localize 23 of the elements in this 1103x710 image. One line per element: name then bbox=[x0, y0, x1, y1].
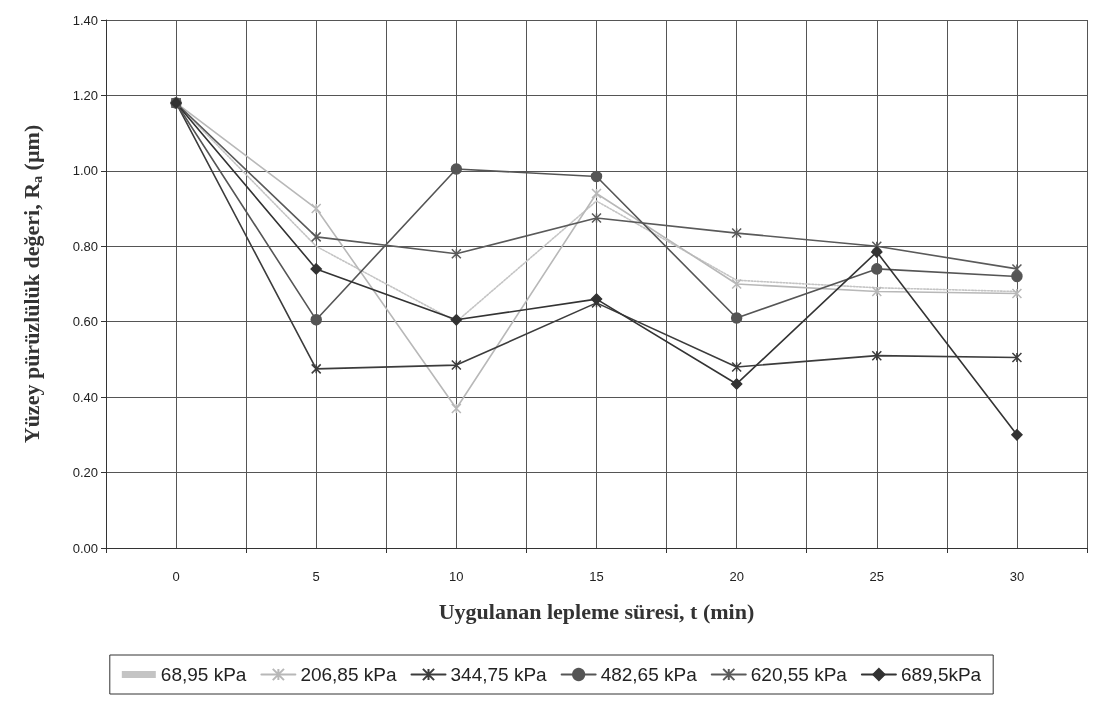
y-tick-label: 1.00 bbox=[72, 163, 98, 179]
x-tick-label: 10 bbox=[449, 569, 464, 584]
legend-label: 482,65 kPa bbox=[600, 664, 698, 685]
y-tick-label: 0.00 bbox=[72, 540, 98, 556]
y-axis-title: Yüzey pürüzlülük değeri, Ra (µm) bbox=[18, 124, 45, 444]
y-tick-label: 0.80 bbox=[72, 238, 98, 254]
legend-label: 344,75 kPa bbox=[450, 664, 548, 685]
y-tick-label: 1.20 bbox=[72, 87, 98, 103]
y-tick-label: 0.20 bbox=[72, 465, 98, 481]
x-tick-label: 30 bbox=[1009, 569, 1025, 584]
x-axis-title: Uygulanan lepleme süresi, t (min) bbox=[438, 598, 755, 624]
y-tick-label: 1.40 bbox=[72, 12, 98, 28]
legend-label: 68,95 kPa bbox=[160, 664, 247, 685]
legend-label: 206,85 kPa bbox=[300, 664, 397, 685]
y-tick-label: 0.60 bbox=[72, 314, 98, 330]
x-tick-label: 0 bbox=[172, 569, 180, 584]
x-tick-label: 25 bbox=[869, 569, 885, 584]
y-tick-label: 0.40 bbox=[72, 389, 98, 405]
x-tick-label: 20 bbox=[729, 569, 744, 584]
x-tick-label: 15 bbox=[589, 569, 604, 584]
x-tick-label: 5 bbox=[312, 569, 320, 584]
legend-label: 689,5kPa bbox=[900, 664, 982, 685]
legend-label: 620,55 kPa bbox=[750, 664, 848, 685]
